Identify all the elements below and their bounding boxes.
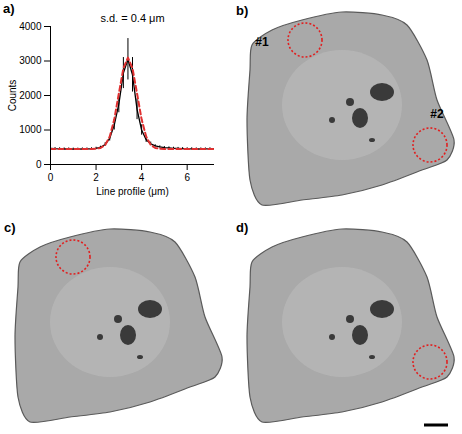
svg-text:s.d. = 0.4 μm: s.d. = 0.4 μm (100, 12, 164, 24)
svg-text:#1: #1 (255, 35, 269, 49)
svg-text:3000: 3000 (19, 55, 42, 66)
svg-text:4000: 4000 (19, 21, 42, 32)
svg-text:2: 2 (93, 172, 99, 183)
svg-text:#2: #2 (430, 107, 444, 121)
svg-text:Counts: Counts (7, 80, 18, 112)
svg-text:0: 0 (36, 159, 42, 170)
svg-text:b): b) (236, 3, 248, 18)
svg-text:c): c) (4, 220, 16, 235)
svg-text:6: 6 (184, 172, 190, 183)
svg-text:2000: 2000 (19, 90, 42, 101)
svg-text:4: 4 (139, 172, 145, 183)
svg-text:Line profile (μm): Line profile (μm) (96, 186, 168, 197)
html-text:a): a) (3, 1, 15, 16)
svg-text:d): d) (236, 220, 248, 235)
svg-text:1000: 1000 (19, 124, 42, 135)
svg-text:0: 0 (48, 172, 54, 183)
